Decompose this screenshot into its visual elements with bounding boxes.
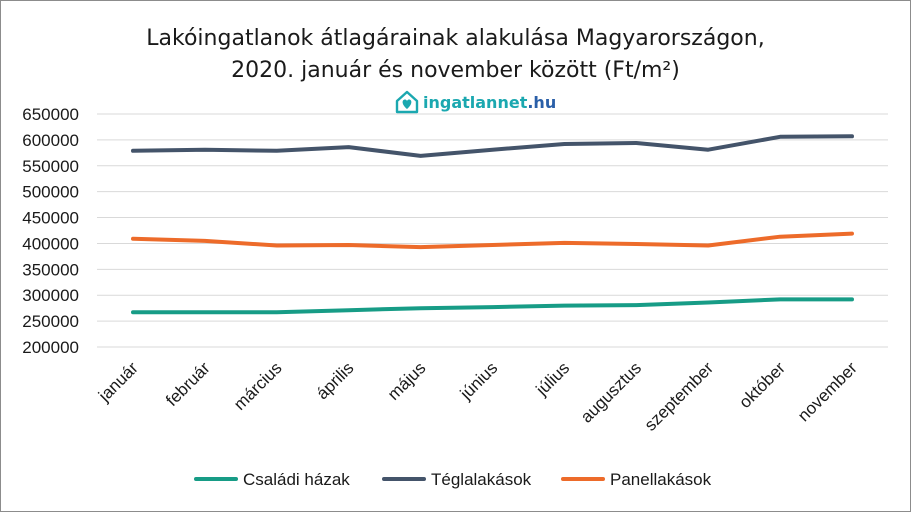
chart-title: Lakóingatlanok átlagárainak alakulása Ma… [1,23,910,87]
y-tick-label: 550000 [22,157,79,176]
y-tick-label: 600000 [22,131,79,150]
x-tick-label: november [794,358,861,425]
y-tick-label: 200000 [22,338,79,357]
y-tick-label: 300000 [22,286,79,305]
x-tick-label: október [735,358,789,412]
legend-label-0: Családi házak [243,470,350,489]
y-tick-label: 650000 [22,105,79,124]
y-tick-label: 450000 [22,209,79,228]
y-tick-label: 400000 [22,234,79,253]
y-tick-label: 500000 [22,183,79,202]
brand-logo: ingatlannet.hu [394,89,556,115]
house-heart-icon [395,90,419,114]
x-tick-label: március [230,358,286,414]
x-axis-labels: január február március április május június jú… [94,358,861,434]
x-tick-label: április [313,358,358,403]
x-tick-label: január [94,358,142,406]
x-tick-label: július [532,358,574,400]
x-tick-label: május [384,358,430,404]
chart-title-line2: 2020. január és november között (Ft/m²) [231,58,680,83]
legend: Családi házak Téglalakások Panellakások [194,470,712,489]
brand-logo-name: ingatlannet [423,92,528,112]
brand-logo-text: ingatlannet.hu [423,93,556,112]
series-line-0 [131,297,854,315]
brand-logo-tld: .hu [527,92,557,112]
legend-label-2: Panellakások [610,470,712,489]
y-tick-label: 350000 [22,260,79,279]
series-line-1 [131,134,854,158]
series-line-2 [131,231,854,250]
chart-title-line1: Lakóingatlanok átlagárainak alakulása Ma… [146,26,765,51]
x-tick-label: február [162,358,214,410]
x-tick-label: szeptember [641,358,717,434]
x-tick-label: június [456,358,502,404]
y-tick-label: 250000 [22,312,79,331]
series-lines [131,134,854,315]
y-axis-labels: 650000 600000 550000 500000 450000 400000 3500… [22,105,79,357]
legend-label-1: Téglalakások [431,470,532,489]
x-tick-label: augusztus [577,358,645,426]
